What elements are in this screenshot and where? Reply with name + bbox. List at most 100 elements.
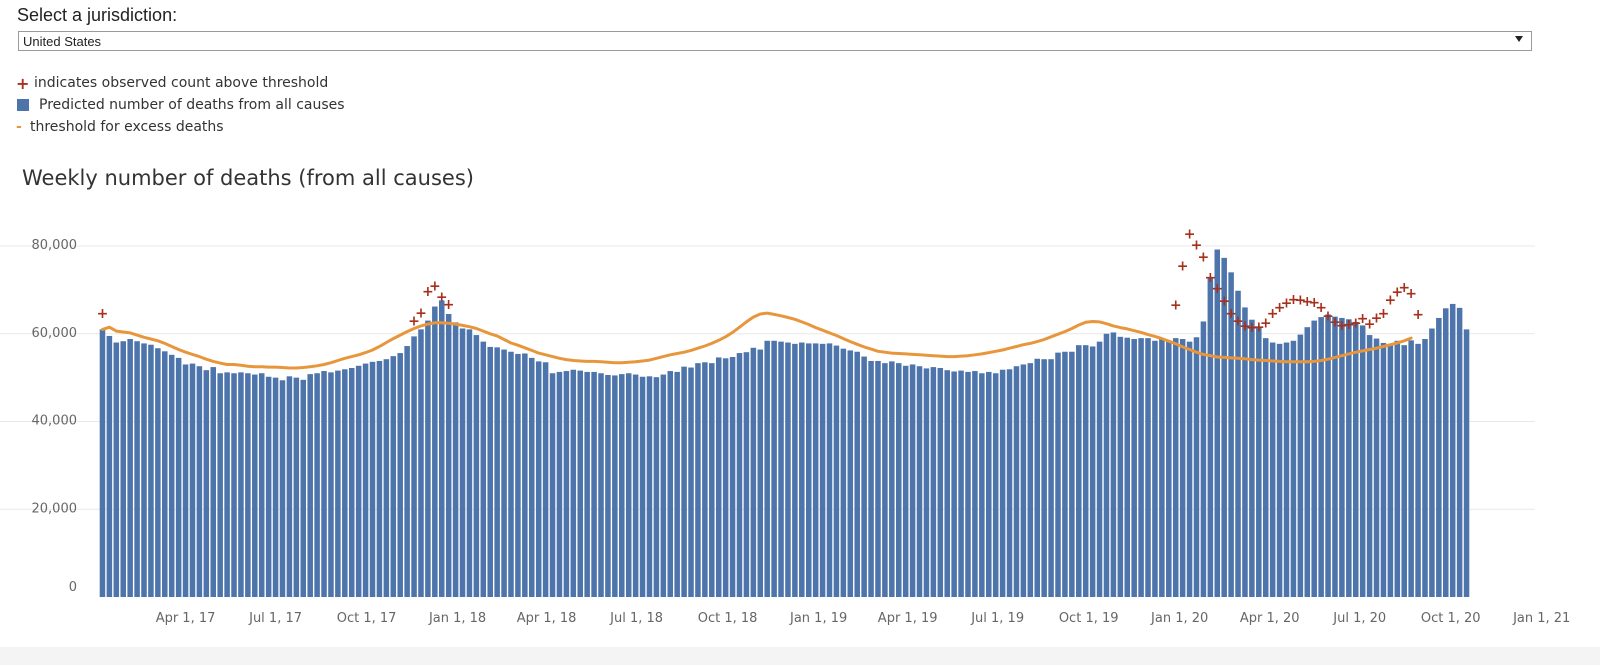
above-threshold-marker: + (1378, 306, 1390, 322)
bar (1415, 343, 1421, 597)
bar (168, 354, 175, 597)
bar (1082, 345, 1089, 597)
bar (639, 376, 646, 597)
above-threshold-marker: + (1281, 296, 1293, 312)
bar (252, 374, 258, 597)
bar (951, 371, 957, 597)
x-tick-label: Jul 1, 17 (248, 611, 302, 626)
bar (632, 374, 639, 597)
bar (743, 352, 750, 597)
bar (681, 366, 687, 597)
jurisdiction-label: Select a jurisdiction: (17, 5, 178, 25)
above-threshold-marker: + (1211, 281, 1223, 297)
above-threshold-marker: + (1239, 318, 1251, 334)
bar (563, 371, 570, 597)
above-threshold-marker: + (1198, 250, 1210, 266)
dropdown-arrow-icon[interactable] (1515, 36, 1523, 42)
bar (847, 350, 854, 597)
plus-marker-icon: + (16, 73, 30, 93)
bar (1436, 317, 1442, 597)
bar (937, 367, 944, 597)
bar (1207, 277, 1214, 597)
bar (210, 367, 217, 597)
bar (1380, 342, 1387, 597)
y-tick-label: 80,000 (32, 238, 78, 253)
bar (1429, 328, 1435, 597)
bar (508, 351, 514, 597)
bar (1006, 369, 1013, 597)
bar (757, 349, 764, 597)
bar (570, 369, 577, 597)
bar (224, 372, 230, 597)
bar (722, 358, 729, 597)
bar (688, 367, 694, 597)
bar (286, 376, 293, 597)
bar (771, 340, 777, 597)
bar (909, 364, 916, 597)
bar (155, 348, 161, 597)
bar (646, 376, 653, 597)
above-threshold-marker: + (1218, 293, 1230, 309)
bar (1124, 337, 1131, 597)
bar (1166, 340, 1172, 597)
bar (653, 377, 660, 597)
bar (189, 363, 196, 597)
bar (1110, 332, 1117, 597)
legend-label-predicted: Predicted number of deaths from all caus… (39, 97, 345, 113)
bar (598, 373, 604, 597)
above-threshold-marker: + (1398, 280, 1410, 296)
bar (106, 335, 113, 597)
bar (916, 366, 923, 597)
bar (805, 343, 812, 597)
bar (162, 351, 168, 597)
bar (702, 362, 708, 597)
bar (1283, 342, 1290, 597)
y-tick-label: 20,000 (32, 501, 78, 516)
bar (459, 328, 466, 597)
bar (902, 365, 909, 597)
bar (923, 368, 930, 597)
bar (265, 376, 272, 597)
bar (1352, 321, 1359, 597)
bar (889, 361, 895, 597)
above-threshold-marker: + (1371, 311, 1383, 327)
bar (972, 371, 978, 597)
above-threshold-marker: + (1184, 227, 1196, 243)
jurisdiction-select[interactable]: United States (18, 31, 1532, 51)
x-tick-label: Oct 1, 20 (1421, 611, 1481, 626)
legend-label-above-threshold: indicates observed count above threshold (34, 75, 329, 91)
bar (1138, 338, 1144, 597)
bar (819, 343, 826, 597)
bar (1103, 333, 1110, 597)
y-tick-label: 0 (69, 580, 77, 595)
bar (1193, 337, 1200, 597)
above-threshold-marker: + (1274, 300, 1286, 316)
bar (1262, 338, 1269, 597)
bar (778, 341, 784, 597)
y-tick-label: 40,000 (32, 414, 78, 429)
bar (376, 360, 383, 597)
jurisdiction-select-value: United States (23, 34, 102, 49)
above-threshold-marker: + (1288, 292, 1300, 308)
above-threshold-marker: + (443, 297, 455, 313)
bar (1041, 359, 1047, 597)
above-threshold-marker: + (408, 314, 420, 330)
bar (1456, 307, 1463, 597)
bar (355, 365, 362, 597)
bar (328, 372, 334, 597)
above-threshold-marker: + (1253, 319, 1265, 335)
bar (764, 340, 770, 597)
bar (1394, 340, 1401, 597)
bar (1422, 339, 1428, 597)
above-threshold-marker: + (1191, 238, 1203, 254)
bar (584, 371, 590, 597)
x-tick-label: Oct 1, 19 (1059, 611, 1119, 626)
above-threshold-marker: + (1336, 318, 1348, 334)
above-threshold-marker: + (1343, 317, 1355, 333)
bar (1269, 342, 1276, 597)
above-threshold-marker: + (1177, 258, 1189, 274)
bar (321, 371, 327, 597)
bar (1290, 340, 1297, 597)
above-threshold-marker: + (1232, 314, 1244, 330)
